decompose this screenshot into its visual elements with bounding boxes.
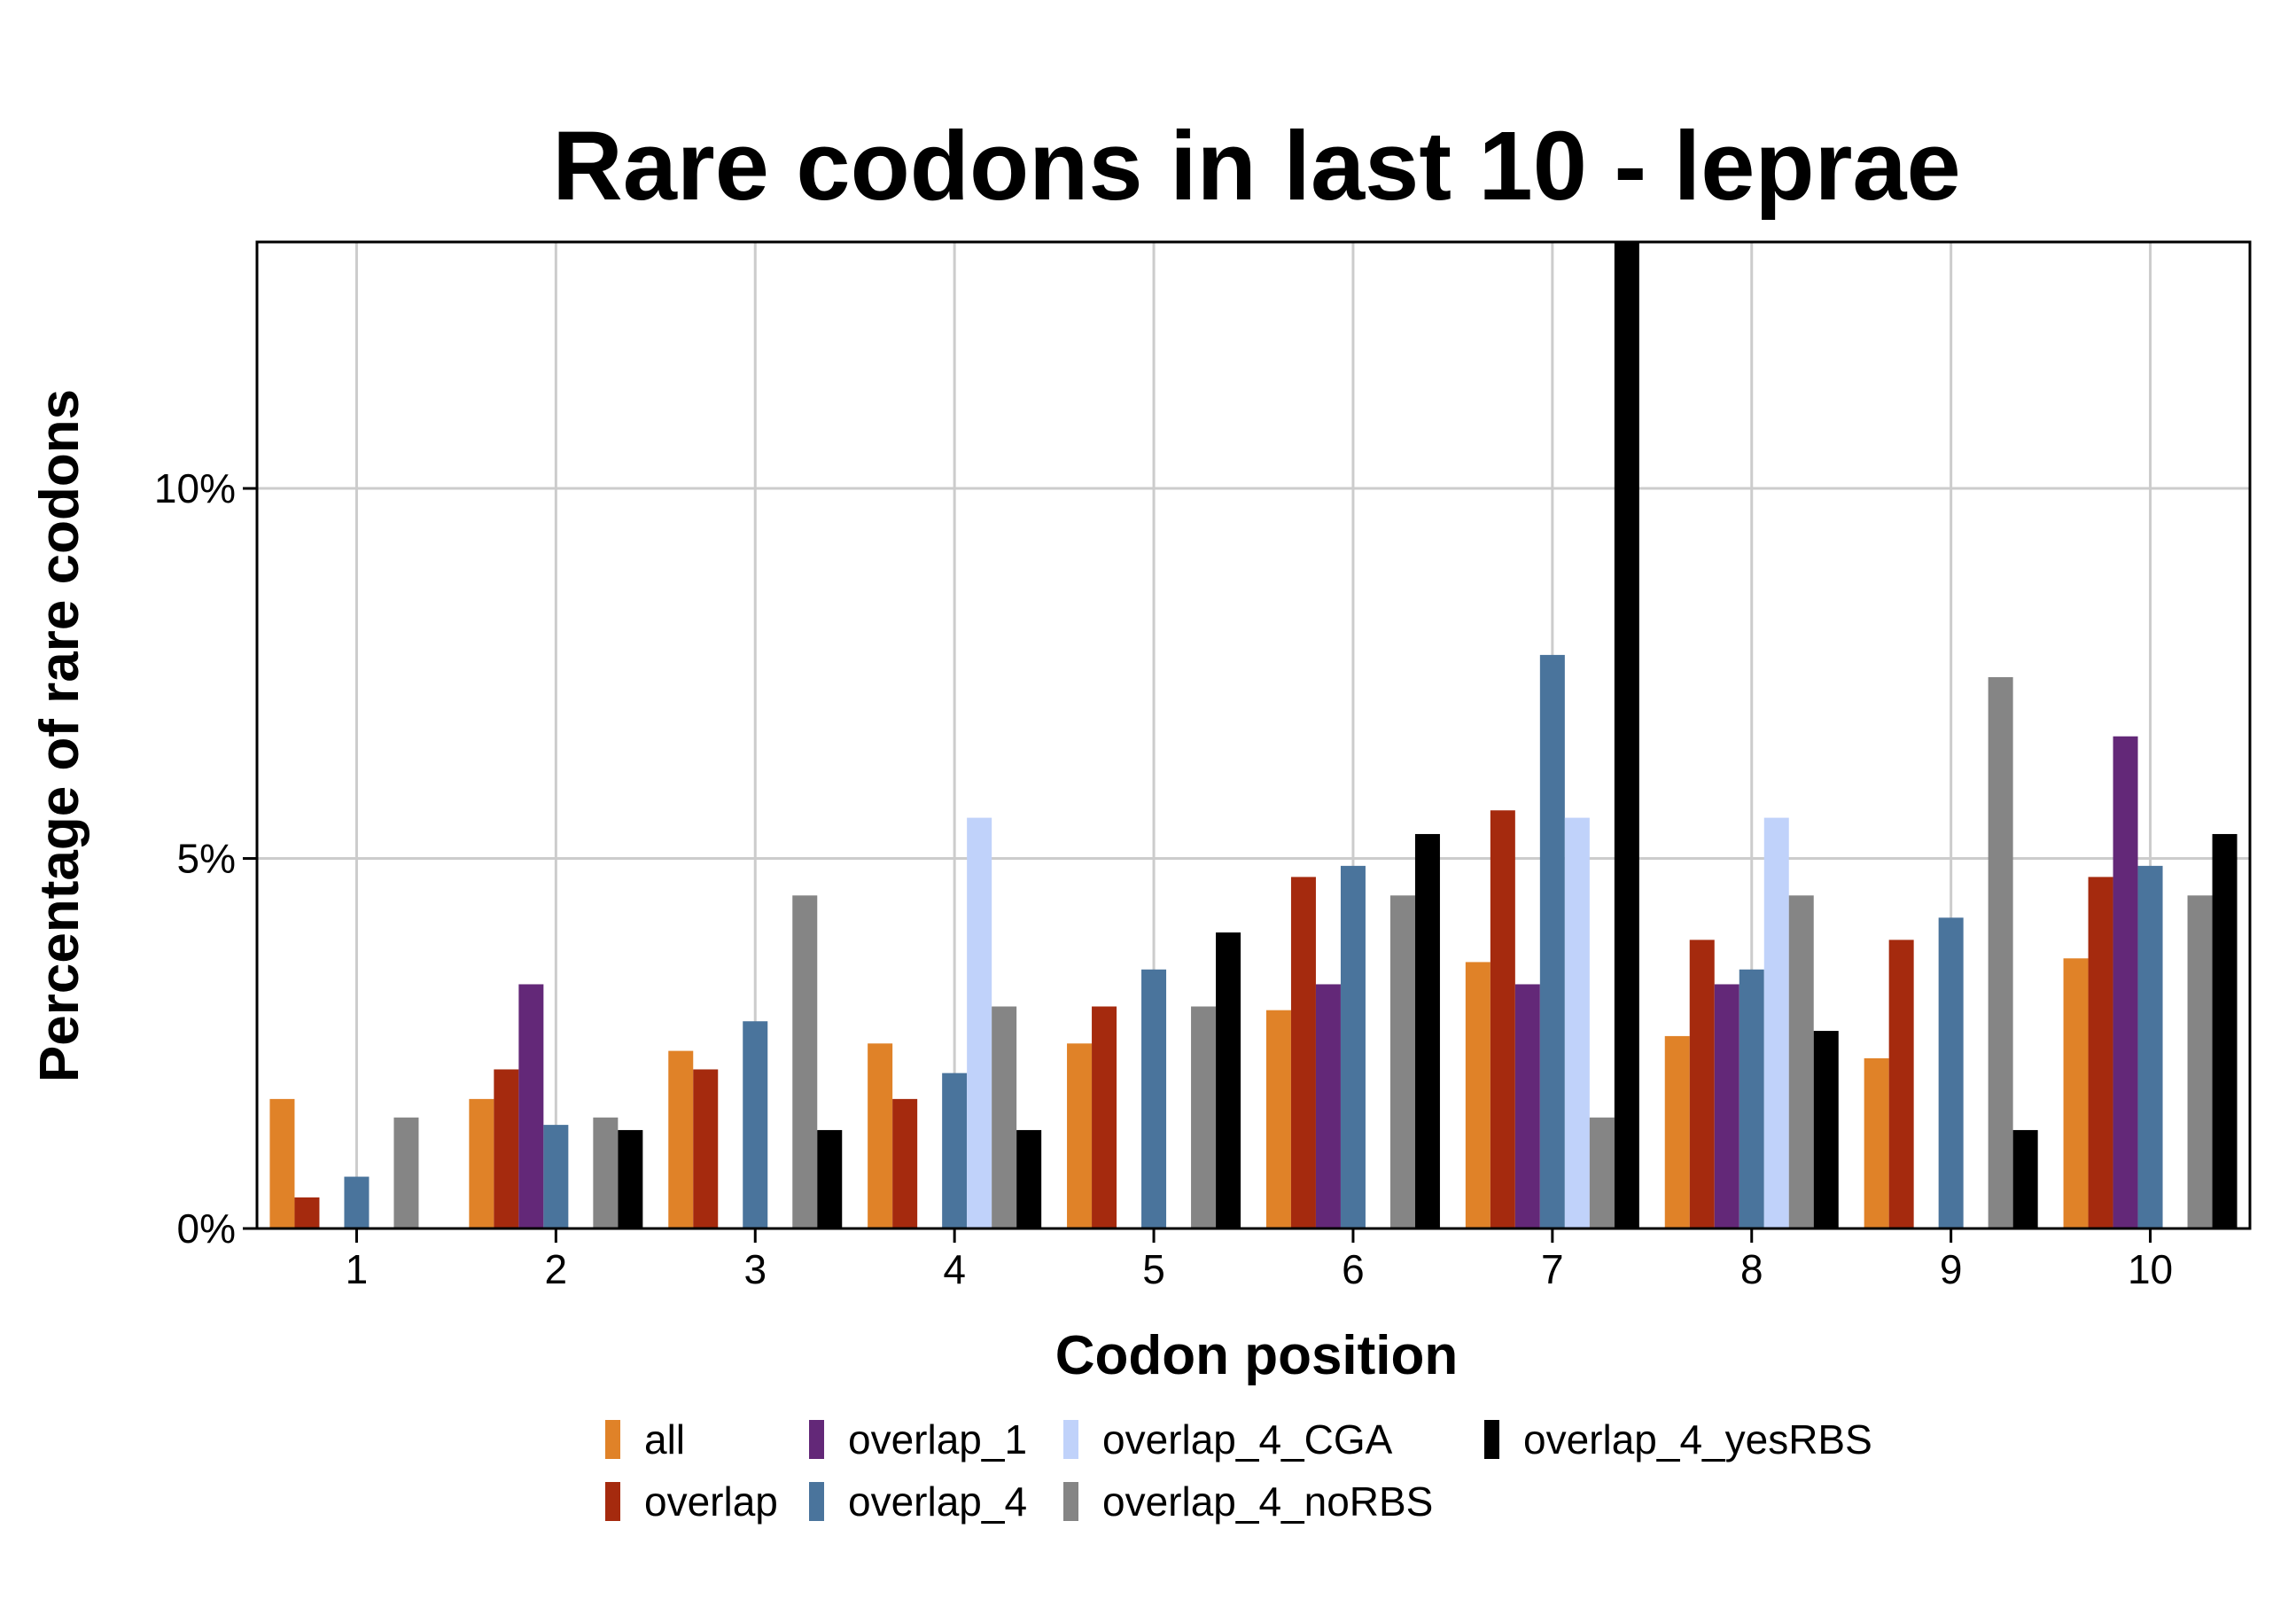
bar-overlap_4-5 <box>1141 969 1167 1228</box>
bar-overlap_1-6 <box>1315 984 1341 1228</box>
bar-overlap-3 <box>693 1069 719 1228</box>
bar-overlap-4 <box>892 1098 918 1228</box>
bar-overlap_4_noRBS-1 <box>393 1117 419 1228</box>
bar-overlap_4_noRBS-10 <box>2187 895 2213 1228</box>
bar-overlap_4_yesRBS-4 <box>1016 1129 1042 1228</box>
bar-overlap_4_yesRBS-9 <box>2012 1129 2038 1228</box>
legend-swatch-overlap_4_yesRBS <box>1484 1420 1499 1459</box>
bar-overlap_4_noRBS-3 <box>792 895 818 1228</box>
bar-all-5 <box>1067 1043 1093 1228</box>
y-tick-label: 0% <box>177 1205 236 1252</box>
bar-all-8 <box>1664 1035 1690 1228</box>
bar-all-6 <box>1265 1010 1291 1228</box>
x-tick-label: 8 <box>1740 1246 1763 1292</box>
legend-label-overlap_4: overlap_4 <box>848 1478 1027 1525</box>
bar-overlap_4_yesRBS-8 <box>1813 1031 1839 1228</box>
x-tick-label: 4 <box>943 1246 966 1292</box>
legend-swatch-overlap_4 <box>809 1482 824 1521</box>
x-tick-label: 6 <box>1342 1246 1365 1292</box>
bars <box>269 242 2238 1228</box>
bar-overlap_4-9 <box>1938 917 1964 1228</box>
bar-overlap-10 <box>2088 877 2113 1228</box>
y-axis: 0% 5% 10% <box>154 465 257 1252</box>
bar-overlap-8 <box>1689 940 1715 1228</box>
bar-overlap_4_noRBS-9 <box>1988 676 2013 1228</box>
legend-label-overlap_4_CGA: overlap_4_CGA <box>1102 1416 1393 1462</box>
bar-overlap_4-6 <box>1340 865 1366 1228</box>
bar-overlap_4-4 <box>942 1072 968 1228</box>
bar-overlap_4_noRBS-7 <box>1589 1117 1615 1228</box>
legend-swatch-overlap_4_noRBS <box>1063 1482 1078 1521</box>
bar-overlap-5 <box>1092 1006 1117 1228</box>
x-tick-label: 7 <box>1541 1246 1564 1292</box>
x-axis: 1 2 3 4 5 6 7 8 9 10 <box>346 1228 2173 1292</box>
bar-overlap_4_noRBS-2 <box>593 1117 619 1228</box>
bar-overlap_4-3 <box>743 1021 768 1228</box>
bar-overlap_4_CGA-4 <box>967 817 992 1228</box>
legend: all overlap overlap_1 overlap_4 overlap_4_CG… <box>605 1416 1872 1525</box>
bar-all-2 <box>469 1098 494 1228</box>
y-tick-label: 5% <box>177 836 236 882</box>
x-tick-label: 2 <box>545 1246 568 1292</box>
bar-overlap_4-1 <box>344 1176 370 1228</box>
x-tick-label: 5 <box>1142 1246 1165 1292</box>
bar-overlap_1-8 <box>1714 984 1740 1228</box>
bar-all-7 <box>1465 962 1490 1228</box>
bar-overlap_4_yesRBS-2 <box>618 1129 643 1228</box>
bar-all-4 <box>868 1043 893 1228</box>
bar-overlap-1 <box>294 1197 320 1228</box>
x-tick-label: 10 <box>2128 1246 2173 1292</box>
legend-swatch-all <box>605 1420 620 1459</box>
x-tick-label: 3 <box>743 1246 767 1292</box>
bar-all-3 <box>668 1050 694 1228</box>
legend-swatch-overlap <box>605 1482 620 1521</box>
legend-swatch-overlap_1 <box>809 1420 824 1459</box>
bar-overlap-2 <box>494 1069 519 1228</box>
x-tick-label: 1 <box>346 1246 369 1292</box>
bar-overlap_4_noRBS-6 <box>1389 895 1415 1228</box>
bar-overlap_4_noRBS-8 <box>1788 895 1814 1228</box>
bar-overlap_4_CGA-8 <box>1763 817 1789 1228</box>
bar-overlap_4_noRBS-4 <box>992 1006 1017 1228</box>
bar-overlap_4-7 <box>1539 654 1565 1228</box>
y-axis-title: Percentage of rare codons <box>29 389 90 1082</box>
legend-swatch-overlap_4_CGA <box>1063 1420 1078 1459</box>
bar-overlap_4_yesRBS-10 <box>2212 833 2238 1228</box>
legend-label-overlap_1: overlap_1 <box>848 1416 1027 1462</box>
chart-title: Rare codons in last 10 - leprae <box>552 112 1960 221</box>
legend-label-all: all <box>644 1416 685 1462</box>
bar-all-10 <box>2063 958 2089 1228</box>
bar-all-1 <box>269 1098 295 1228</box>
bar-overlap_1-2 <box>518 984 544 1228</box>
bar-overlap_4_CGA-7 <box>1564 817 1590 1228</box>
bar-overlap_4-8 <box>1739 969 1764 1228</box>
legend-label-overlap_4_yesRBS: overlap_4_yesRBS <box>1523 1416 1872 1462</box>
bar-overlap_4-10 <box>2137 865 2163 1228</box>
bar-all-9 <box>1864 1057 1889 1228</box>
bar-overlap_4_yesRBS-3 <box>817 1129 843 1228</box>
legend-label-overlap_4_noRBS: overlap_4_noRBS <box>1102 1478 1433 1525</box>
bar-overlap_4-2 <box>543 1125 569 1228</box>
bar-overlap_4_yesRBS-6 <box>1414 833 1440 1228</box>
x-axis-title: Codon position <box>1055 1325 1459 1386</box>
bar-overlap_4_noRBS-5 <box>1191 1006 1217 1228</box>
plot-border <box>255 240 2252 1230</box>
bar-overlap-7 <box>1490 810 1515 1228</box>
bar-overlap_4_yesRBS-7 <box>1614 242 1639 1228</box>
bar-overlap_4_yesRBS-5 <box>1216 932 1241 1228</box>
bar-overlap-9 <box>1888 940 1914 1228</box>
legend-label-overlap: overlap <box>644 1478 778 1525</box>
bar-overlap_1-7 <box>1514 984 1540 1228</box>
y-tick-label: 10% <box>154 465 236 511</box>
bar-overlap_1-10 <box>2113 736 2138 1228</box>
x-tick-label: 9 <box>1940 1246 1963 1292</box>
bar-overlap-6 <box>1290 877 1316 1228</box>
